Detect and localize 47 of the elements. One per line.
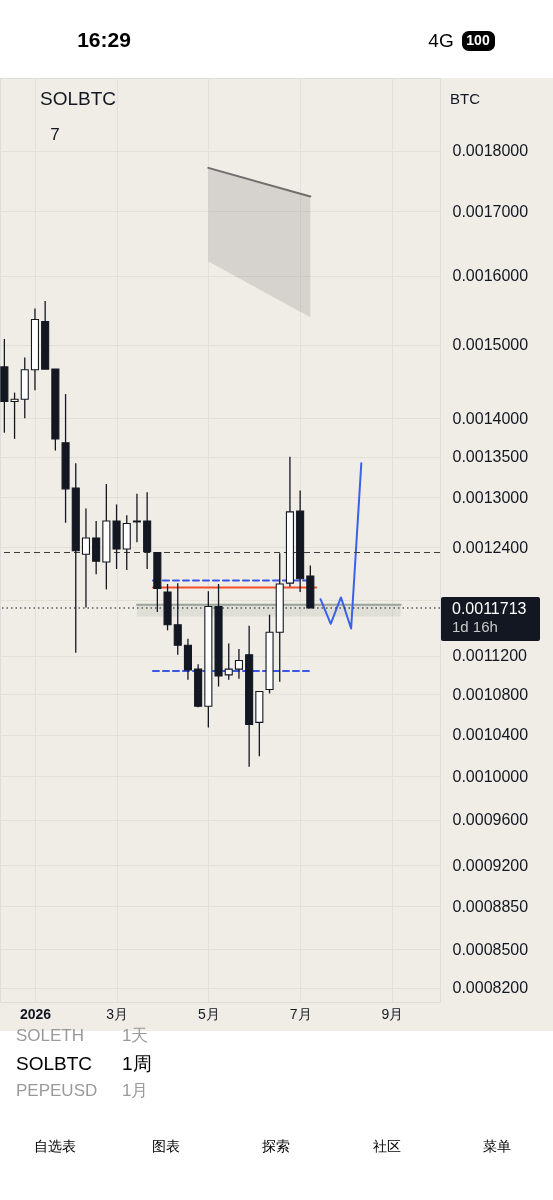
text: 1周 — [122, 1053, 152, 1074]
candlestick — [81, 507, 91, 609]
text: 自选表 — [34, 1138, 76, 1154]
annotation: 7 — [50, 125, 60, 144]
candlestick — [224, 642, 233, 681]
y-tick-label: 0.0013500 — [452, 448, 529, 466]
y-tick-label: 0.0015000 — [452, 336, 529, 354]
text: 菜单 — [483, 1138, 511, 1154]
candlestick — [92, 520, 101, 575]
x-tick-label: 3月 — [106, 1005, 128, 1022]
text: 1天 — [122, 1026, 149, 1045]
text: 1月 — [122, 1081, 149, 1100]
y-tick-label: 0.0010800 — [452, 685, 529, 703]
candlestick — [234, 648, 243, 680]
ref-line-label: 0.0011713 — [452, 600, 527, 618]
text: 探索 — [262, 1138, 290, 1154]
candlestick — [132, 493, 141, 543]
x-tick-label: 2026 — [19, 1005, 52, 1022]
y-tick-label: 0.0018000 — [452, 142, 529, 160]
y-tick-label: 0.0012400 — [452, 538, 529, 556]
text: BTC — [450, 90, 481, 107]
y-tick-label: 0.0017000 — [452, 202, 529, 220]
y-tick-label: 0.0008200 — [452, 979, 529, 997]
y-tick-label: 0.0009600 — [452, 811, 529, 829]
x-tick-label: 5月 — [197, 1005, 220, 1022]
text: 社区 — [373, 1138, 401, 1154]
text: 1d 16h — [452, 618, 498, 635]
text: 图表 — [152, 1138, 180, 1154]
y-tick-label: 0.0009200 — [452, 856, 529, 874]
y-tick-label: 0.0014000 — [452, 409, 529, 427]
text: PEPEUSD — [16, 1081, 98, 1100]
text: 100 — [466, 32, 490, 48]
x-tick-label: 7月 — [289, 1005, 312, 1022]
y-tick-label: 0.0011200 — [452, 647, 528, 665]
x-tick-label: 9月 — [381, 1005, 404, 1022]
y-tick-label: 0.0010000 — [452, 767, 529, 785]
text: SOLETH — [16, 1026, 85, 1045]
y-tick-label: 0.0016000 — [452, 267, 529, 285]
y-tick-label: 0.0013000 — [452, 488, 529, 506]
text: SOLBTC — [16, 1053, 93, 1074]
text: SOLBTC — [40, 88, 117, 109]
y-tick-label: 0.0010400 — [452, 726, 529, 744]
y-tick-label: 0.0008850 — [452, 897, 529, 915]
line-series — [319, 462, 363, 630]
y-tick-label: 0.0008500 — [452, 940, 529, 958]
text: 4G — [428, 30, 454, 51]
text: 16:29 — [77, 28, 131, 51]
